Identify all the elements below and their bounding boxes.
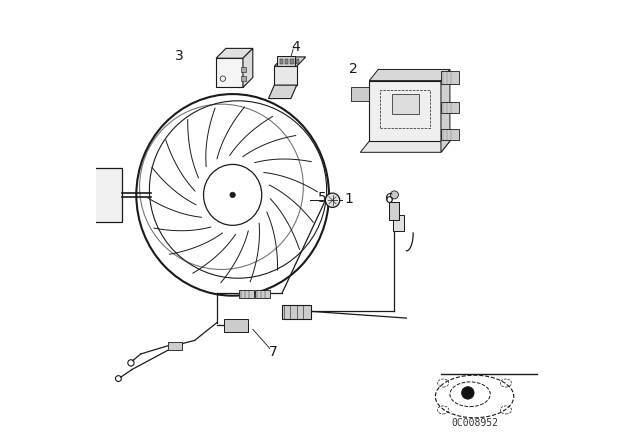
Bar	[216, 58, 243, 87]
Bar	[392, 94, 419, 114]
Text: 7: 7	[269, 345, 277, 359]
Polygon shape	[369, 69, 450, 81]
Ellipse shape	[230, 192, 236, 198]
Bar	[280, 59, 283, 64]
Ellipse shape	[325, 193, 340, 207]
Bar	[255, 290, 270, 298]
Bar	[168, 342, 182, 350]
Bar	[441, 129, 459, 140]
Bar	[369, 81, 441, 141]
Bar	[282, 305, 311, 319]
Text: 0C008952: 0C008952	[451, 418, 498, 428]
Polygon shape	[275, 57, 306, 66]
Bar	[441, 102, 459, 113]
Polygon shape	[269, 85, 297, 99]
Bar	[241, 67, 246, 72]
Text: 4: 4	[291, 40, 300, 54]
Polygon shape	[441, 69, 450, 152]
Polygon shape	[388, 202, 404, 231]
Text: 1: 1	[345, 192, 353, 207]
Bar	[285, 59, 288, 64]
Bar	[291, 59, 294, 64]
Text: 6: 6	[385, 192, 394, 207]
Bar	[388, 202, 399, 220]
Bar	[50, 159, 61, 186]
Bar	[224, 319, 248, 332]
Text: 5: 5	[318, 191, 326, 205]
Text: 2: 2	[349, 62, 358, 77]
Bar	[275, 66, 297, 85]
Bar	[296, 59, 299, 64]
Bar	[90, 168, 122, 222]
Bar	[441, 71, 459, 84]
Ellipse shape	[461, 387, 474, 399]
Polygon shape	[243, 48, 253, 87]
Ellipse shape	[86, 168, 95, 222]
Ellipse shape	[390, 191, 398, 199]
Bar	[278, 56, 296, 66]
Polygon shape	[360, 141, 450, 152]
Bar	[241, 76, 246, 81]
Bar	[351, 87, 369, 101]
Bar	[380, 90, 430, 128]
Text: 3: 3	[175, 49, 183, 63]
Polygon shape	[216, 48, 253, 58]
Bar	[239, 290, 254, 298]
